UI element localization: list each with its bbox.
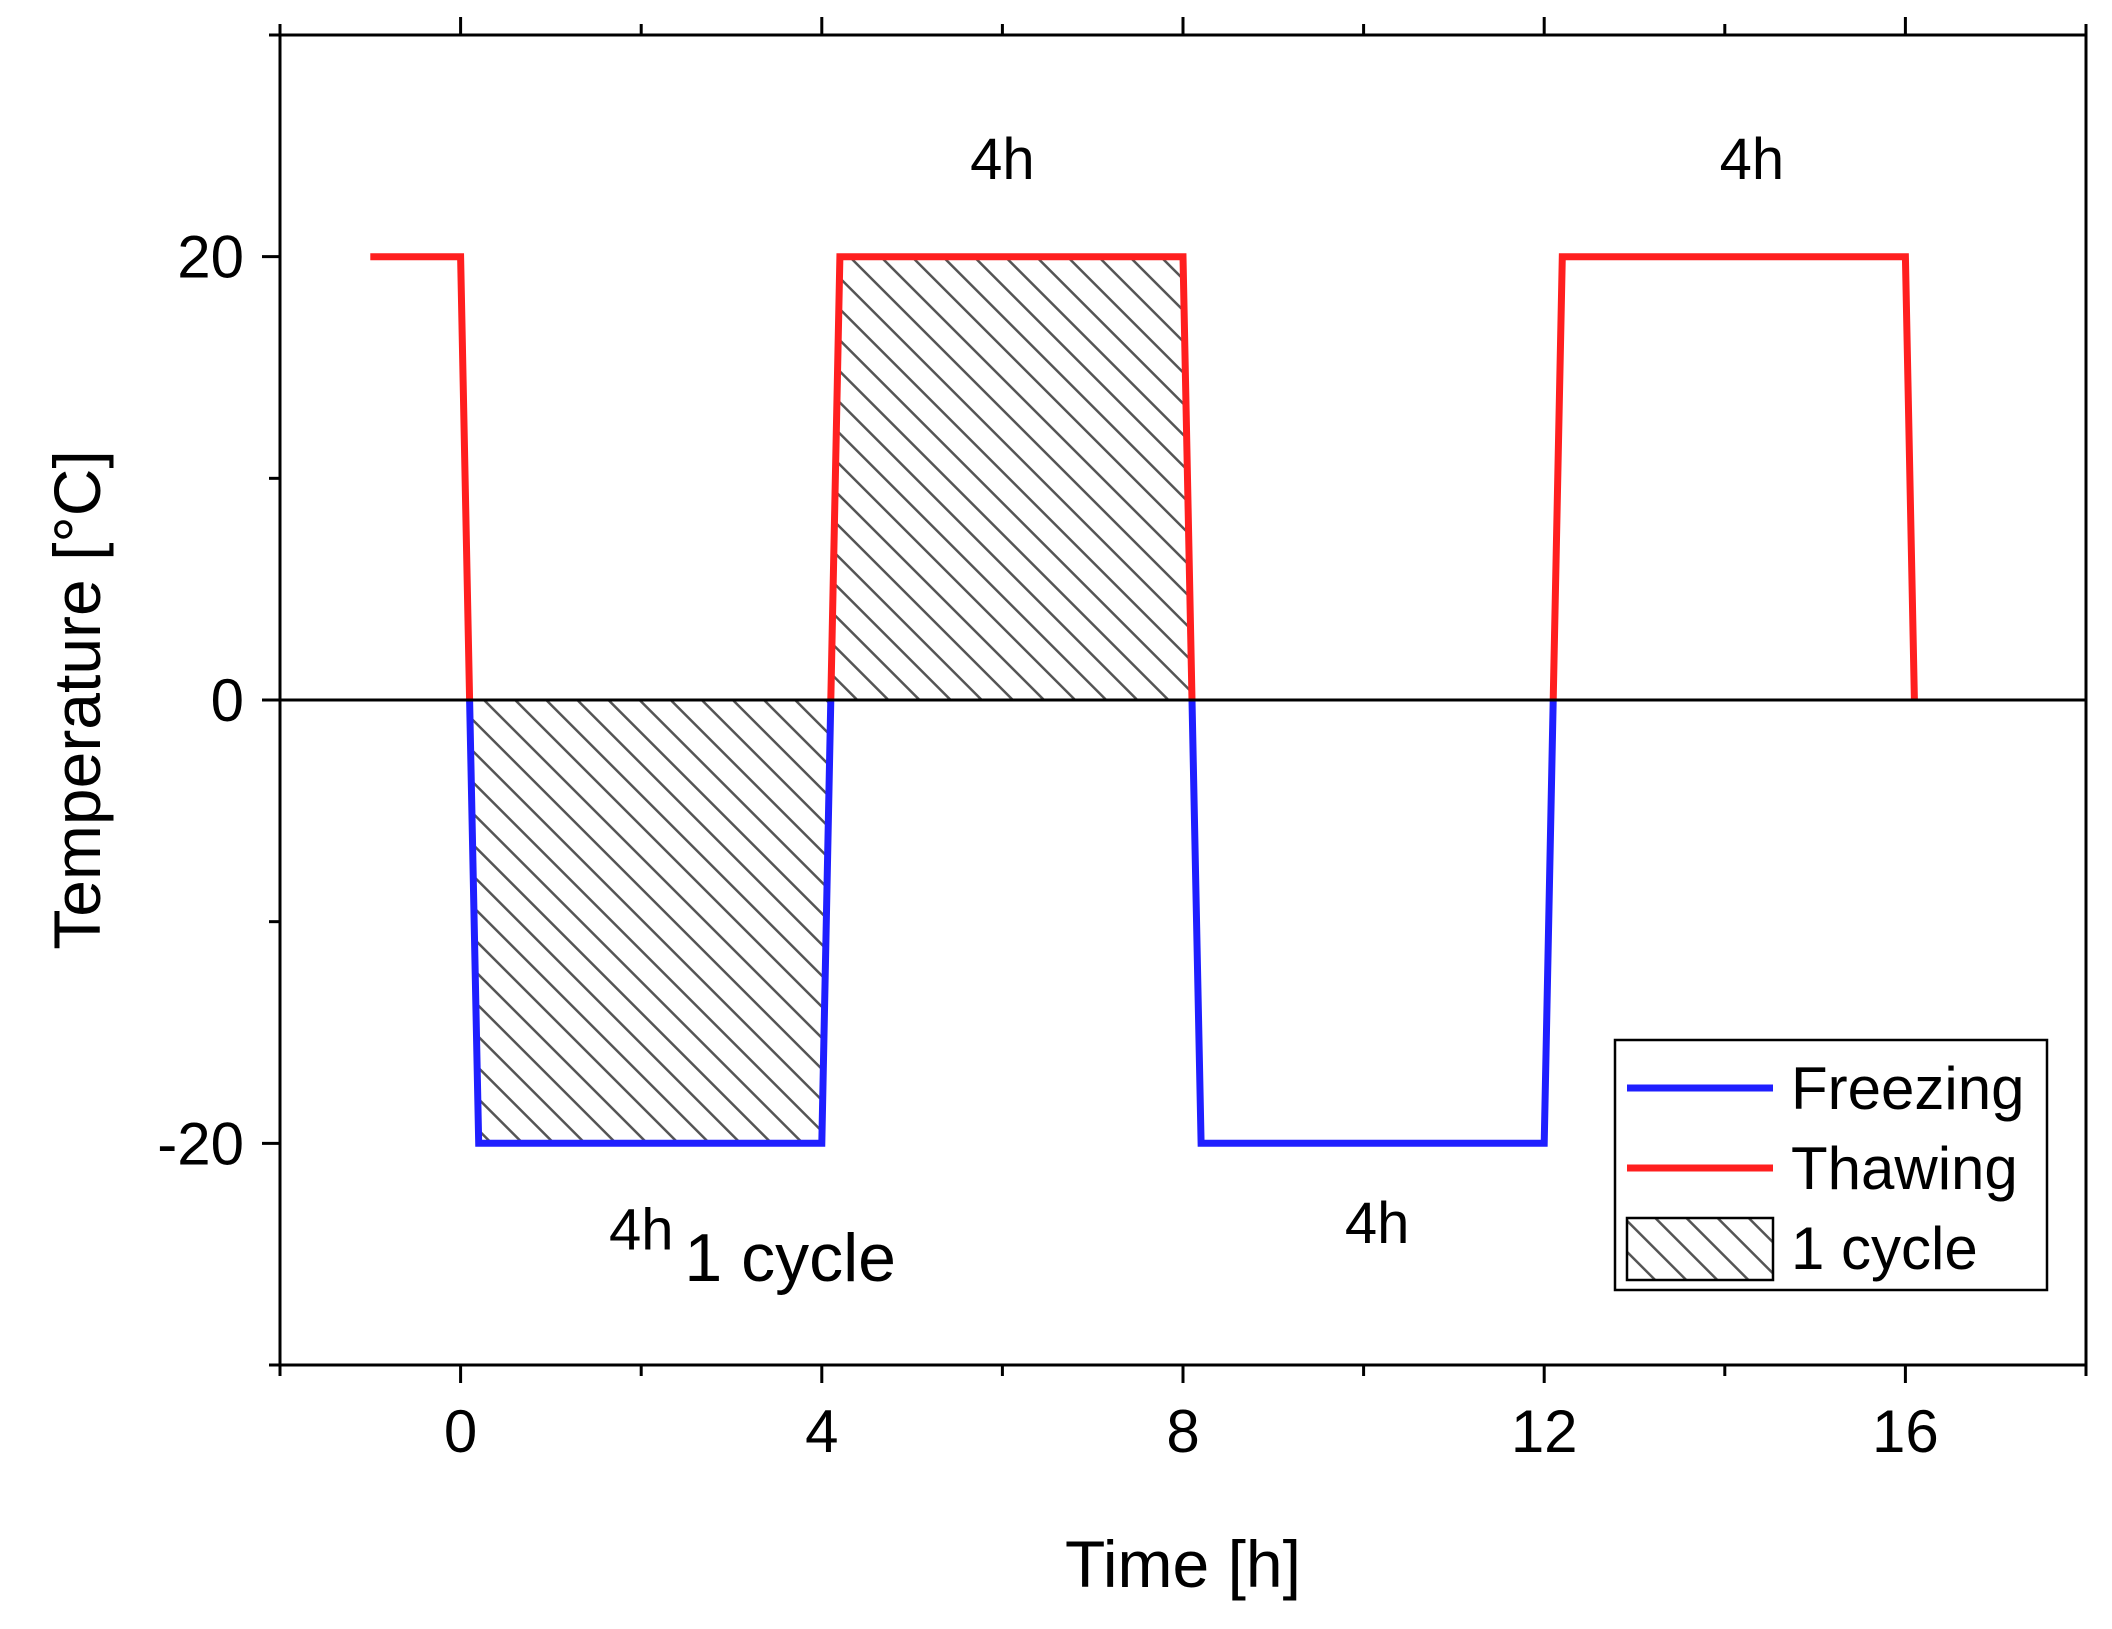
y-axis-title: Temperature [°C] (40, 450, 114, 950)
legend-label-1-cycle: 1 cycle (1791, 1215, 1978, 1282)
cycle-annotation: 1 cycle (684, 1220, 896, 1296)
x-tick-label: 12 (1511, 1398, 1578, 1465)
axes-layer: 0 4 8 12 16 20 0 -20 (157, 17, 2088, 1465)
x-tick-label: 0 (444, 1398, 477, 1465)
legend-label-thawing: Thawing (1791, 1135, 2018, 1202)
x-tick-label: 4 (805, 1398, 838, 1465)
series-layer (370, 253, 1918, 1147)
x-axis-title: Time [h] (1065, 1527, 1301, 1601)
hatch-region-0 (469, 700, 831, 1144)
series-freezing-segment-0 (466, 699, 835, 1147)
y-tick-label: -20 (157, 1110, 244, 1177)
y-tick-label: 20 (177, 224, 244, 291)
legend-swatch-1-cycle (1625, 1216, 1775, 1282)
duration-annotation: 4h (1345, 1191, 1410, 1256)
duration-annotation: 4h (1720, 127, 1785, 192)
duration-annotation: 4h (970, 127, 1035, 192)
legend: Freezing Thawing 1 cycle (1613, 1038, 2049, 1292)
hatch-region-1 (830, 256, 1192, 700)
series-thawing-segment-1 (827, 253, 1196, 701)
series-thawing-segment-0 (370, 253, 474, 701)
series-freezing-segment-1 (1188, 699, 1557, 1147)
y-tick-label: 0 (211, 667, 244, 734)
series-thawing-segment-2 (1549, 253, 1918, 701)
hatch-layer (469, 256, 1192, 1144)
x-tick-label: 8 (1166, 1398, 1199, 1465)
duration-annotation: 4h (609, 1198, 674, 1263)
legend-label-freezing: Freezing (1791, 1055, 2024, 1122)
x-tick-label: 16 (1872, 1398, 1939, 1465)
